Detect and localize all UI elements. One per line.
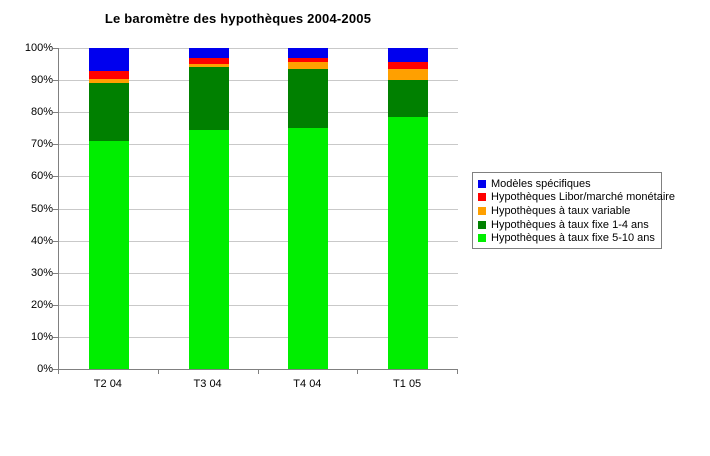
bar-segment <box>88 48 129 71</box>
y-axis-tick <box>53 176 58 178</box>
bar-segment <box>388 48 429 63</box>
gridline-90 <box>59 80 458 82</box>
x-axis-label-t2-04: T2 04 <box>93 378 122 390</box>
bar-segment <box>388 68 429 81</box>
legend-swatch-icon <box>478 179 486 188</box>
legend-label: Hypothèques Libor/marché monétaire <box>491 191 676 204</box>
bar-segment <box>88 83 129 142</box>
legend-label: Hypothèques à taux fixe 1-4 ans <box>491 218 649 231</box>
bar-segment <box>288 57 329 63</box>
x-axis-label-t3-04: T3 04 <box>193 378 222 390</box>
y-axis-tick <box>53 208 58 210</box>
gridline-70 <box>59 144 458 146</box>
y-axis-label-0: 0% <box>37 363 53 375</box>
legend-item: Hypothèques Libor/marché monétaire <box>478 191 675 205</box>
bar-segment <box>388 80 429 118</box>
bar-segment <box>288 48 329 58</box>
legend-item: Hypothèques à taux variable <box>478 204 656 218</box>
gridline-50 <box>59 208 458 210</box>
y-axis-tick <box>53 48 58 49</box>
legend: Modèles spécifiques Hypothèques Libor/mar… <box>472 172 675 249</box>
stacked-bar-t3-04 <box>188 48 229 369</box>
gridline-30 <box>59 272 458 274</box>
y-axis-label-50: 50% <box>30 202 53 215</box>
gridline-100 <box>59 48 458 49</box>
legend-swatch-icon <box>478 234 486 243</box>
legend-swatch-icon <box>478 193 486 202</box>
stacked-bar-t2-04 <box>88 48 129 369</box>
bar-segment <box>88 78 129 84</box>
bar-segment <box>88 70 129 79</box>
bar-segment <box>288 62 329 69</box>
y-axis-label-20: 20% <box>30 298 53 311</box>
bar-segment <box>188 67 229 130</box>
x-axis-tick <box>357 370 359 374</box>
y-axis-tick <box>53 80 58 82</box>
legend-item: Hypothèques à taux fixe 5-10 ans <box>478 231 656 245</box>
y-axis-label-70: 70% <box>30 138 53 151</box>
y-axis-tick <box>53 336 58 338</box>
y-axis-label-10: 10% <box>30 330 53 343</box>
y-axis-tick <box>53 240 58 242</box>
legend-swatch-icon <box>478 220 486 229</box>
y-axis-tick <box>53 112 58 114</box>
gridline-10 <box>59 336 458 338</box>
y-axis-label-90: 90% <box>30 74 53 87</box>
gridline-60 <box>59 176 458 178</box>
y-axis-label-60: 60% <box>30 170 53 183</box>
legend-item: Hypothèques à taux fixe 1-4 ans <box>478 218 656 232</box>
legend-label: Hypothèques à taux variable <box>491 204 631 217</box>
y-axis-label-40: 40% <box>30 234 53 247</box>
bar-segment <box>88 141 129 369</box>
bar-segment <box>288 68 329 129</box>
x-axis-label-t4-04: T4 04 <box>293 378 322 390</box>
y-axis-label-100: 100% <box>24 42 53 54</box>
bar-segment <box>188 64 229 68</box>
stacked-bar-t4-04 <box>288 48 329 369</box>
x-axis-tick <box>157 370 159 374</box>
gridline-80 <box>59 112 458 114</box>
x-axis-tick <box>457 370 458 374</box>
x-axis-tick <box>58 370 59 374</box>
x-axis-label-t1-05: T1 05 <box>393 378 422 390</box>
bar-segment <box>188 129 229 369</box>
x-axis-tick <box>257 370 259 374</box>
legend-item: Modèles spécifiques <box>478 177 656 191</box>
y-axis-label-30: 30% <box>30 266 53 279</box>
bar-segment <box>188 48 229 58</box>
legend-swatch-icon <box>478 206 486 215</box>
y-axis-tick <box>53 304 58 306</box>
y-axis-tick <box>53 369 58 370</box>
legend-label: Modèles spécifiques <box>491 177 591 190</box>
bar-segment <box>388 117 429 369</box>
gridline-40 <box>59 240 458 242</box>
stacked-bar-t1-05 <box>388 48 429 369</box>
y-axis-tick <box>53 144 58 146</box>
y-axis-label-80: 80% <box>30 106 53 119</box>
y-axis-tick <box>53 272 58 274</box>
bar-segment <box>288 128 329 369</box>
chart-title: Le baromètre des hypothèques 2004-2005 <box>104 11 372 26</box>
bar-segment <box>188 57 229 65</box>
legend-label: Hypothèques à taux fixe 5-10 ans <box>491 232 655 245</box>
gridline-20 <box>59 304 458 306</box>
plot-area <box>58 48 458 370</box>
bar-segment <box>388 62 429 69</box>
